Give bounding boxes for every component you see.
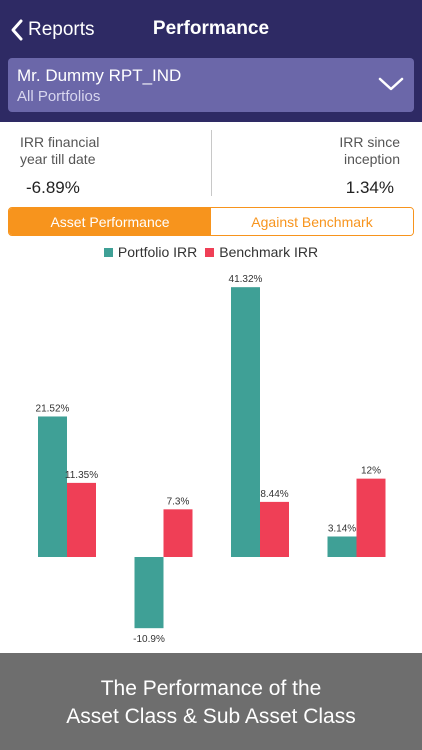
legend-swatch-portfolio	[103, 247, 113, 257]
legend-label-portfolio: Portfolio IRR	[117, 244, 198, 260]
bar-benchmark-2	[163, 509, 193, 557]
irr-inception-value: 1.34%	[345, 178, 394, 197]
chevron-down-icon	[378, 77, 404, 91]
promo-banner: The Performance of the Asset Class & Sub…	[0, 653, 422, 750]
portfolio-scope: All Portfolios	[17, 88, 101, 105]
legend-swatch-benchmark	[205, 247, 215, 257]
data-label-portfolio-2: -10.9%	[133, 634, 165, 645]
banner-line-2: Asset Class & Sub Asset Class	[66, 705, 356, 728]
back-label: Reports	[28, 19, 95, 40]
portfolio-selector[interactable]: Mr. Dummy RPT_IND All Portfolios	[8, 58, 414, 112]
performance-tabs: Asset Performance Against Benchmark	[8, 207, 414, 236]
legend-portfolio: Portfolio IRR	[103, 244, 198, 260]
irr-bar-chart: 21.52% -10.9% 41.32% 3.14% 11.35% 7.3% 8.44% 12…	[36, 274, 386, 645]
bar-portfolio-4	[327, 536, 357, 557]
data-label-benchmark-2: 7.3%	[167, 496, 190, 507]
banner-line-1: The Performance of the	[100, 677, 322, 700]
data-label-portfolio-4: 3.14%	[328, 523, 356, 534]
bar-benchmark-3	[260, 501, 289, 557]
chevron-left-icon	[11, 19, 23, 41]
bar-benchmark-4	[356, 478, 386, 557]
bar-benchmark-1	[67, 482, 96, 557]
tab-asset-performance[interactable]: Asset Performance	[9, 208, 211, 235]
bar-portfolio-2	[134, 557, 164, 629]
legend-label-benchmark: Benchmark IRR	[219, 244, 319, 260]
data-label-portfolio-3: 41.32%	[229, 274, 263, 285]
irr-ytd-label: IRR financial year till date	[20, 134, 100, 167]
legend-benchmark: Benchmark IRR	[205, 244, 318, 260]
irr-summary: IRR financial year till date -6.89% IRR …	[0, 122, 422, 200]
client-name: Mr. Dummy RPT_IND	[17, 66, 182, 85]
bar-portfolio-1	[38, 416, 67, 557]
irr-inception-label: IRR since inception	[339, 134, 400, 167]
data-label-benchmark-1: 11.35%	[65, 470, 98, 481]
bar-portfolio-3	[231, 287, 260, 557]
chart-legend: Portfolio IRR Benchmark IRR	[0, 244, 422, 260]
data-label-benchmark-3: 8.44%	[260, 489, 288, 500]
tab-against-benchmark[interactable]: Against Benchmark	[211, 208, 413, 235]
back-button[interactable]: Reports	[10, 16, 95, 44]
irr-ytd-value: -6.89%	[26, 178, 80, 197]
data-label-portfolio-1: 21.52%	[36, 403, 70, 414]
app-header: Reports Performance Mr. Dummy RPT_IND Al…	[0, 0, 422, 122]
page-title: Performance	[152, 18, 270, 39]
divider	[211, 130, 212, 196]
data-label-benchmark-4: 12%	[361, 466, 381, 477]
